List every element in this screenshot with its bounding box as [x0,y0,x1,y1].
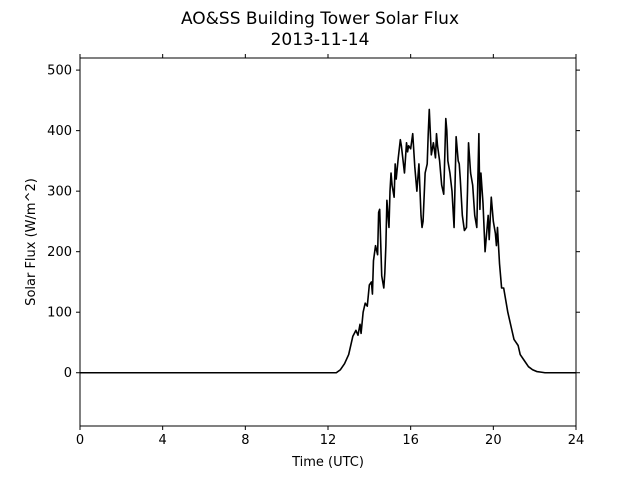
x-tick-label: 20 [485,433,502,448]
x-tick-label: 0 [76,433,84,448]
y-tick-label: 500 [47,64,72,79]
x-tick-label: 16 [402,433,419,448]
y-tick-label: 300 [47,185,72,200]
y-tick-label: 200 [47,245,72,260]
x-axis-label: Time (UTC) [291,455,364,470]
y-axis-label: Solar Flux (W/m^2) [24,178,39,306]
y-axis-ticks: 0 100 200 300 400 500 [47,64,580,381]
x-axis-ticks: 0 4 8 12 16 20 24 [76,54,584,448]
x-tick-label: 4 [159,433,167,448]
x-tick-label: 8 [241,433,249,448]
y-tick-label: 400 [47,124,72,139]
chart-subtitle: 2013-11-14 [271,30,370,50]
plot-area-frame [79,57,577,427]
y-tick-label: 100 [47,306,72,321]
solar-flux-line [80,108,576,374]
y-tick-label: 0 [64,366,72,381]
chart-title: AO&SS Building Tower Solar Flux [181,9,459,29]
x-tick-label: 12 [320,433,337,448]
x-tick-label: 24 [568,433,585,448]
